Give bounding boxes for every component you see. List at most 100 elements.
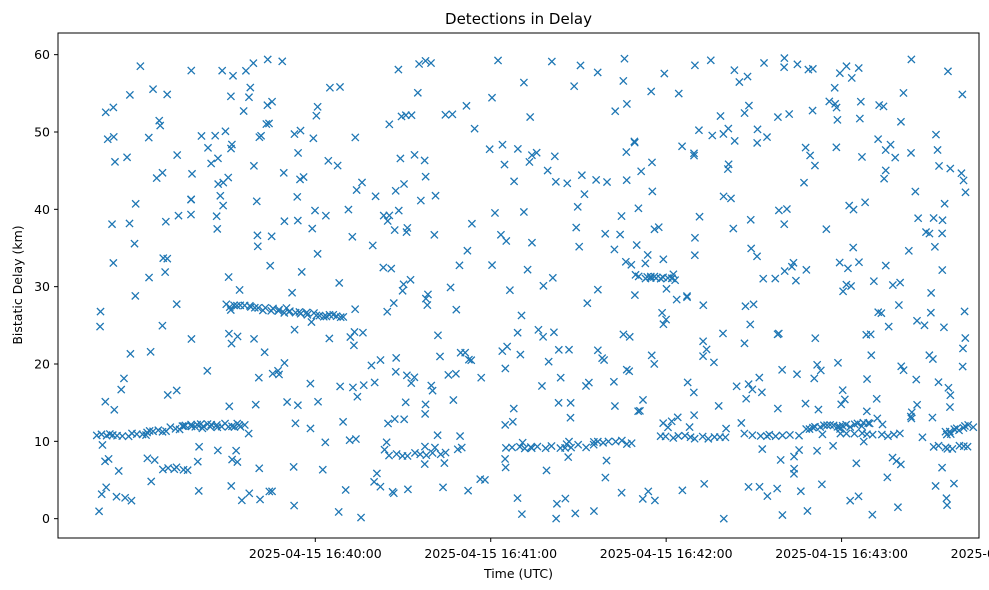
detection-point (780, 267, 789, 276)
detection-point (109, 103, 118, 112)
detection-point (260, 348, 269, 357)
detection-point (420, 156, 429, 165)
detection-point (467, 219, 476, 228)
detection-point (928, 413, 937, 422)
detection-point (446, 283, 455, 292)
detection-point (236, 422, 245, 431)
detection-point (379, 263, 388, 272)
detection-point (794, 431, 804, 440)
detection-point (396, 154, 405, 163)
detection-point (888, 281, 897, 290)
detection-point (847, 73, 856, 83)
detection-point (212, 420, 221, 429)
detection-point (593, 346, 602, 355)
detection-point (121, 493, 130, 502)
detection-point (244, 429, 253, 438)
detection-point (867, 351, 876, 360)
detection-point (290, 501, 299, 510)
detection-point (339, 417, 348, 426)
detection-point (263, 55, 272, 64)
detection-point (253, 242, 262, 251)
detection-point (117, 385, 126, 394)
detection-point (389, 299, 398, 308)
detection-point (749, 300, 758, 309)
detection-point (716, 111, 725, 121)
detection-point (858, 429, 867, 438)
detection-point (433, 431, 442, 440)
detection-point (487, 93, 497, 102)
detection-point (567, 443, 576, 452)
detection-point (808, 106, 817, 115)
detection-point (658, 308, 667, 317)
detection-point (467, 356, 476, 365)
detection-point (584, 378, 593, 387)
detection-point (698, 352, 708, 361)
detection-point (656, 274, 665, 283)
detection-point (842, 62, 851, 71)
detection-point (574, 440, 583, 449)
detection-point (755, 482, 764, 491)
detection-point (501, 454, 510, 464)
detection-point (533, 442, 542, 451)
detection-point (453, 445, 462, 454)
detection-point (632, 240, 641, 250)
detection-point (854, 258, 864, 267)
detection-point (822, 225, 831, 234)
detection-point (837, 400, 846, 409)
detection-point (842, 429, 851, 438)
x-tick-label: 2025-04-15 16:42:00 (600, 546, 733, 561)
detection-point (444, 370, 453, 379)
detection-point (268, 304, 278, 313)
detection-point (253, 231, 262, 240)
detection-point (219, 178, 228, 187)
detection-point (943, 67, 953, 76)
detection-point (879, 102, 888, 111)
detection-point (740, 339, 749, 348)
detection-point (864, 418, 873, 428)
detection-point (659, 320, 668, 329)
detection-point (759, 58, 769, 68)
detection-point (571, 509, 580, 518)
detection-point (146, 347, 155, 356)
detection-point (213, 446, 222, 455)
detection-point (421, 172, 430, 181)
detection-point (744, 482, 753, 491)
detection-point (212, 212, 221, 221)
detection-point (646, 272, 655, 281)
detection-point (357, 178, 367, 187)
detection-point (325, 83, 334, 92)
detection-point (829, 441, 838, 450)
detection-point (544, 357, 553, 366)
x-axis: 2025-04-15 16:40:00 2025-04-15 16:41:00 20… (249, 538, 989, 561)
detection-point (449, 395, 458, 405)
detection-point (235, 285, 244, 295)
detection-point (852, 459, 861, 468)
detection-point (225, 303, 234, 312)
detection-point (520, 444, 529, 453)
detection-point (753, 138, 762, 147)
detection-point (689, 149, 699, 158)
detection-point (112, 492, 121, 501)
detection-point (97, 490, 106, 499)
detection-point (859, 437, 868, 446)
detection-point (227, 339, 236, 348)
detection-point (690, 233, 700, 242)
detection-point (407, 379, 416, 388)
detection-point (487, 261, 497, 270)
detection-point (527, 151, 536, 160)
x-tick-label: 2025-04-15 16:43:00 (775, 546, 908, 561)
detection-point (410, 448, 420, 457)
detection-point (791, 276, 800, 285)
detection-point (625, 332, 634, 341)
detection-point (313, 102, 322, 111)
detection-point (319, 312, 328, 321)
detection-point (673, 413, 682, 422)
detection-point (103, 135, 112, 144)
detection-point (835, 69, 844, 78)
detection-point (154, 426, 163, 435)
plot-background (58, 33, 979, 538)
detection-point (888, 453, 897, 462)
detection-point (313, 397, 323, 406)
detection-point (313, 249, 322, 258)
detection-point (125, 90, 134, 99)
